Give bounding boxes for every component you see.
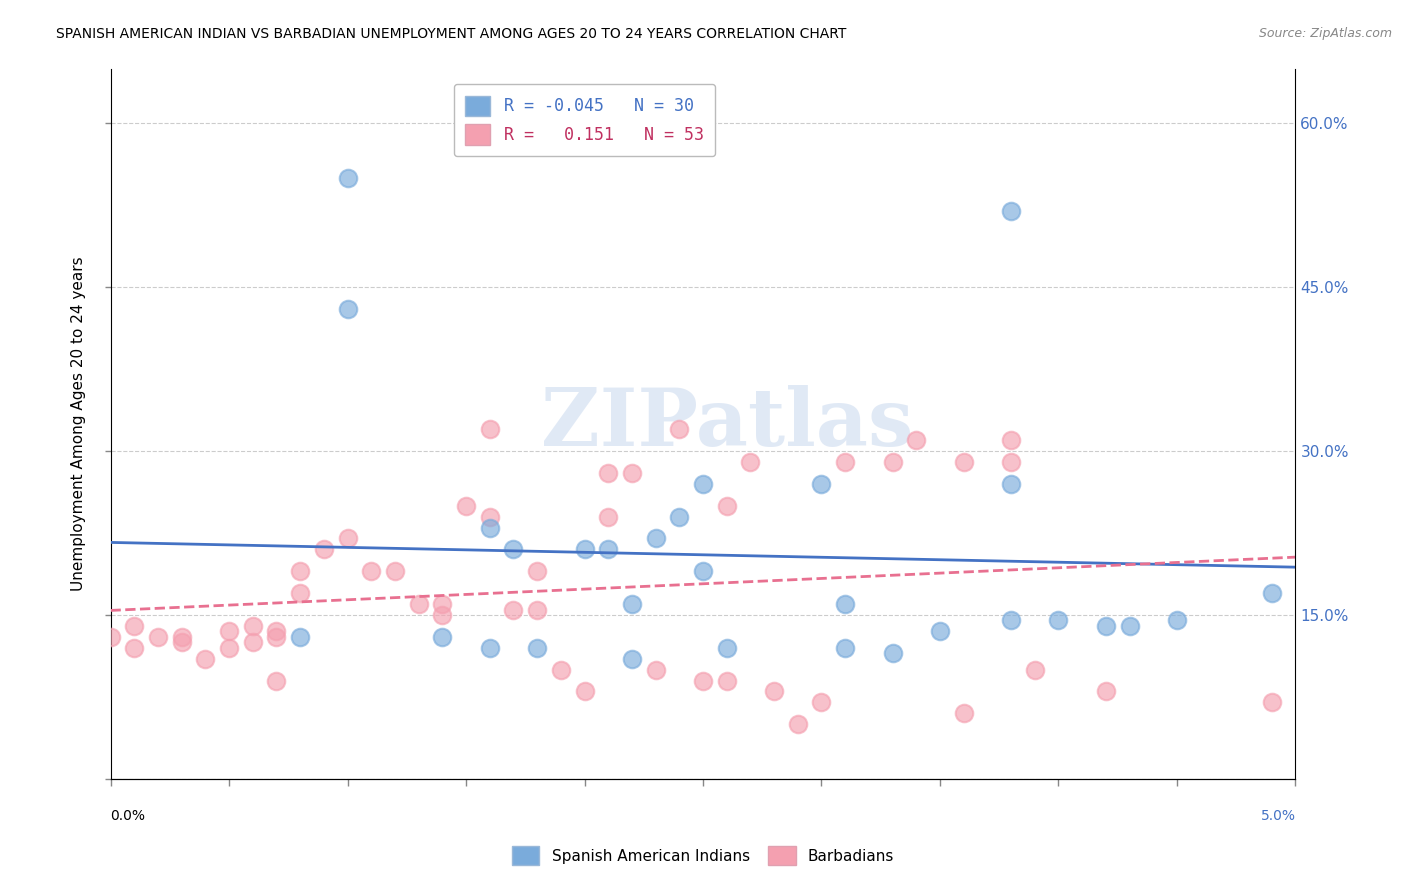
Text: SPANISH AMERICAN INDIAN VS BARBADIAN UNEMPLOYMENT AMONG AGES 20 TO 24 YEARS CORR: SPANISH AMERICAN INDIAN VS BARBADIAN UNE… bbox=[56, 27, 846, 41]
Point bbox=[644, 663, 666, 677]
Point bbox=[574, 542, 596, 557]
Point bbox=[834, 455, 856, 469]
Point bbox=[432, 607, 454, 622]
Point bbox=[786, 717, 808, 731]
Point bbox=[218, 640, 240, 655]
Point bbox=[692, 564, 714, 578]
Point bbox=[620, 597, 643, 611]
Point bbox=[1261, 586, 1284, 600]
Point bbox=[242, 619, 264, 633]
Point bbox=[170, 630, 193, 644]
Point bbox=[526, 564, 548, 578]
Point bbox=[526, 640, 548, 655]
Point bbox=[360, 564, 382, 578]
Point bbox=[288, 630, 311, 644]
Point bbox=[1095, 619, 1118, 633]
Point bbox=[1000, 455, 1022, 469]
Point bbox=[1095, 684, 1118, 698]
Legend: R = -0.045   N = 30, R =   0.151   N = 53: R = -0.045 N = 30, R = 0.151 N = 53 bbox=[454, 84, 716, 156]
Point bbox=[598, 542, 620, 557]
Point bbox=[336, 301, 359, 316]
Point bbox=[716, 499, 738, 513]
Text: 0.0%: 0.0% bbox=[111, 809, 146, 823]
Point bbox=[952, 455, 974, 469]
Text: ZIPatlas: ZIPatlas bbox=[540, 384, 912, 463]
Point bbox=[929, 624, 952, 639]
Point bbox=[692, 673, 714, 688]
Point bbox=[1118, 619, 1140, 633]
Legend: Spanish American Indians, Barbadians: Spanish American Indians, Barbadians bbox=[506, 840, 900, 871]
Point bbox=[882, 455, 904, 469]
Point bbox=[122, 619, 145, 633]
Point bbox=[1000, 476, 1022, 491]
Point bbox=[384, 564, 406, 578]
Point bbox=[810, 476, 832, 491]
Point bbox=[716, 640, 738, 655]
Point bbox=[170, 635, 193, 649]
Point bbox=[266, 673, 288, 688]
Point bbox=[478, 520, 501, 534]
Point bbox=[122, 640, 145, 655]
Point bbox=[432, 597, 454, 611]
Point bbox=[266, 624, 288, 639]
Point bbox=[740, 455, 762, 469]
Point bbox=[408, 597, 430, 611]
Point bbox=[526, 602, 548, 616]
Point bbox=[810, 695, 832, 709]
Point bbox=[644, 532, 666, 546]
Point bbox=[952, 706, 974, 721]
Point bbox=[478, 422, 501, 436]
Point bbox=[502, 542, 524, 557]
Point bbox=[478, 509, 501, 524]
Point bbox=[620, 651, 643, 665]
Point bbox=[336, 170, 359, 185]
Point bbox=[598, 466, 620, 480]
Point bbox=[598, 509, 620, 524]
Point bbox=[502, 602, 524, 616]
Point bbox=[668, 422, 690, 436]
Point bbox=[574, 684, 596, 698]
Text: Source: ZipAtlas.com: Source: ZipAtlas.com bbox=[1258, 27, 1392, 40]
Point bbox=[550, 663, 572, 677]
Point bbox=[266, 630, 288, 644]
Point bbox=[1047, 614, 1070, 628]
Point bbox=[288, 586, 311, 600]
Point bbox=[882, 646, 904, 660]
Text: 5.0%: 5.0% bbox=[1260, 809, 1295, 823]
Point bbox=[763, 684, 786, 698]
Point bbox=[194, 651, 217, 665]
Point bbox=[668, 509, 690, 524]
Point bbox=[100, 630, 122, 644]
Y-axis label: Unemployment Among Ages 20 to 24 years: Unemployment Among Ages 20 to 24 years bbox=[72, 256, 86, 591]
Point bbox=[432, 630, 454, 644]
Point bbox=[1000, 433, 1022, 447]
Point bbox=[1024, 663, 1046, 677]
Point bbox=[218, 624, 240, 639]
Point bbox=[336, 532, 359, 546]
Point bbox=[834, 597, 856, 611]
Point bbox=[1000, 203, 1022, 218]
Point bbox=[288, 564, 311, 578]
Point bbox=[146, 630, 169, 644]
Point bbox=[620, 466, 643, 480]
Point bbox=[1000, 614, 1022, 628]
Point bbox=[905, 433, 928, 447]
Point bbox=[692, 476, 714, 491]
Point bbox=[716, 673, 738, 688]
Point bbox=[834, 640, 856, 655]
Point bbox=[478, 640, 501, 655]
Point bbox=[1261, 695, 1284, 709]
Point bbox=[242, 635, 264, 649]
Point bbox=[312, 542, 335, 557]
Point bbox=[454, 499, 477, 513]
Point bbox=[1166, 614, 1188, 628]
